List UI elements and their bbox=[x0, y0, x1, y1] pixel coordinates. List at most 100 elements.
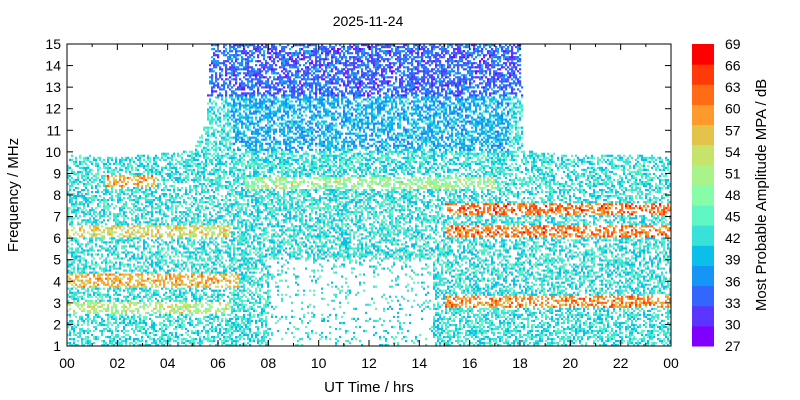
heatmap-cell bbox=[141, 191, 144, 194]
heatmap-cell bbox=[243, 315, 246, 318]
heatmap-cell bbox=[95, 233, 98, 236]
heatmap-cell bbox=[105, 166, 108, 169]
heatmap-cell bbox=[125, 285, 128, 288]
heatmap-cell bbox=[197, 269, 200, 272]
heatmap-cell bbox=[241, 197, 244, 200]
heatmap-cell bbox=[85, 209, 88, 212]
heatmap-cell bbox=[119, 199, 122, 202]
heatmap-cell bbox=[153, 191, 156, 194]
heatmap-cell bbox=[239, 132, 242, 135]
heatmap-cell bbox=[191, 231, 194, 234]
heatmap-cell bbox=[197, 140, 200, 143]
heatmap-cell bbox=[147, 166, 150, 169]
heatmap-cell bbox=[187, 249, 190, 252]
heatmap-cell bbox=[213, 172, 216, 176]
heatmap-cell bbox=[203, 213, 206, 216]
heatmap-cell bbox=[241, 329, 244, 333]
heatmap-cell bbox=[223, 331, 226, 335]
heatmap-cell bbox=[239, 112, 242, 115]
heatmap-cell bbox=[73, 295, 76, 298]
heatmap-cell bbox=[231, 231, 234, 234]
heatmap-cell bbox=[75, 195, 78, 198]
heatmap-cell bbox=[131, 277, 134, 280]
heatmap-cell bbox=[215, 289, 218, 292]
heatmap-cell bbox=[199, 174, 202, 178]
heatmap-cell bbox=[191, 243, 194, 246]
heatmap-cell bbox=[165, 213, 168, 216]
heatmap-cell bbox=[225, 44, 228, 47]
heatmap-cell bbox=[237, 178, 240, 182]
heatmap-cell bbox=[123, 215, 126, 218]
heatmap-cell bbox=[113, 279, 116, 282]
heatmap-cell bbox=[233, 154, 236, 157]
heatmap-cell bbox=[205, 331, 208, 335]
heatmap-cell bbox=[135, 325, 138, 329]
heatmap-cell bbox=[207, 309, 210, 312]
heatmap-cell bbox=[225, 229, 228, 232]
heatmap-cell bbox=[181, 333, 184, 337]
heatmap-cell bbox=[143, 215, 146, 218]
heatmap-cell bbox=[83, 297, 86, 300]
heatmap-cell bbox=[219, 289, 222, 292]
heatmap-cell bbox=[211, 48, 214, 51]
heatmap-cell bbox=[95, 174, 98, 178]
heatmap-cell bbox=[219, 211, 222, 214]
heatmap-cell bbox=[101, 277, 104, 280]
heatmap-cell bbox=[155, 162, 158, 165]
heatmap-cell bbox=[155, 235, 158, 238]
heatmap-cell bbox=[81, 203, 84, 206]
heatmap-cell bbox=[113, 207, 116, 210]
heatmap-cell bbox=[191, 263, 194, 266]
heatmap-cell bbox=[119, 174, 122, 178]
heatmap-cell bbox=[217, 201, 220, 204]
heatmap-cell bbox=[127, 277, 130, 280]
heatmap-cell bbox=[141, 215, 144, 218]
heatmap-cell bbox=[161, 342, 164, 345]
heatmap-cell bbox=[189, 225, 192, 228]
heatmap-cell bbox=[75, 241, 78, 244]
heatmap-cell bbox=[197, 289, 200, 292]
heatmap-cell bbox=[239, 237, 242, 240]
heatmap-cell bbox=[107, 207, 110, 210]
heatmap-cell bbox=[173, 311, 176, 314]
heatmap-cell bbox=[201, 249, 204, 252]
heatmap-cell bbox=[227, 205, 230, 208]
heatmap-cell bbox=[87, 205, 90, 208]
heatmap-cell bbox=[75, 205, 78, 208]
heatmap-cell bbox=[93, 275, 96, 278]
heatmap-cell bbox=[133, 243, 136, 246]
heatmap-cell bbox=[121, 237, 124, 240]
heatmap-cell bbox=[95, 327, 98, 331]
heatmap-cell bbox=[241, 331, 244, 335]
heatmap-cell bbox=[83, 249, 86, 252]
heatmap-cell bbox=[157, 178, 160, 182]
heatmap-cell bbox=[243, 342, 246, 345]
heatmap-cell bbox=[207, 245, 210, 248]
heatmap-cell bbox=[109, 249, 112, 252]
heatmap-cell bbox=[187, 215, 190, 218]
heatmap-cell bbox=[179, 291, 182, 294]
heatmap-cell bbox=[173, 154, 176, 157]
heatmap-cell bbox=[223, 104, 226, 107]
heatmap-cell bbox=[207, 138, 210, 141]
heatmap-cell bbox=[89, 225, 92, 228]
heatmap-cell bbox=[97, 289, 100, 292]
heatmap-cell bbox=[185, 307, 188, 310]
heatmap-cell bbox=[165, 295, 168, 298]
heatmap-cell bbox=[95, 265, 98, 268]
heatmap-cell bbox=[193, 277, 196, 280]
heatmap-cell bbox=[79, 191, 82, 194]
heatmap-cell bbox=[129, 170, 132, 174]
heatmap-cell bbox=[155, 323, 158, 327]
heatmap-cell bbox=[77, 251, 80, 254]
heatmap-cell bbox=[195, 150, 198, 153]
heatmap-cell bbox=[235, 74, 238, 77]
heatmap-cell bbox=[91, 241, 94, 244]
heatmap-cell bbox=[163, 307, 166, 310]
heatmap-cell bbox=[217, 118, 220, 121]
heatmap-cell bbox=[241, 144, 244, 147]
heatmap-cell bbox=[239, 94, 242, 97]
heatmap-cell bbox=[215, 176, 218, 180]
heatmap-cell bbox=[229, 46, 232, 49]
heatmap-cell bbox=[103, 178, 106, 182]
